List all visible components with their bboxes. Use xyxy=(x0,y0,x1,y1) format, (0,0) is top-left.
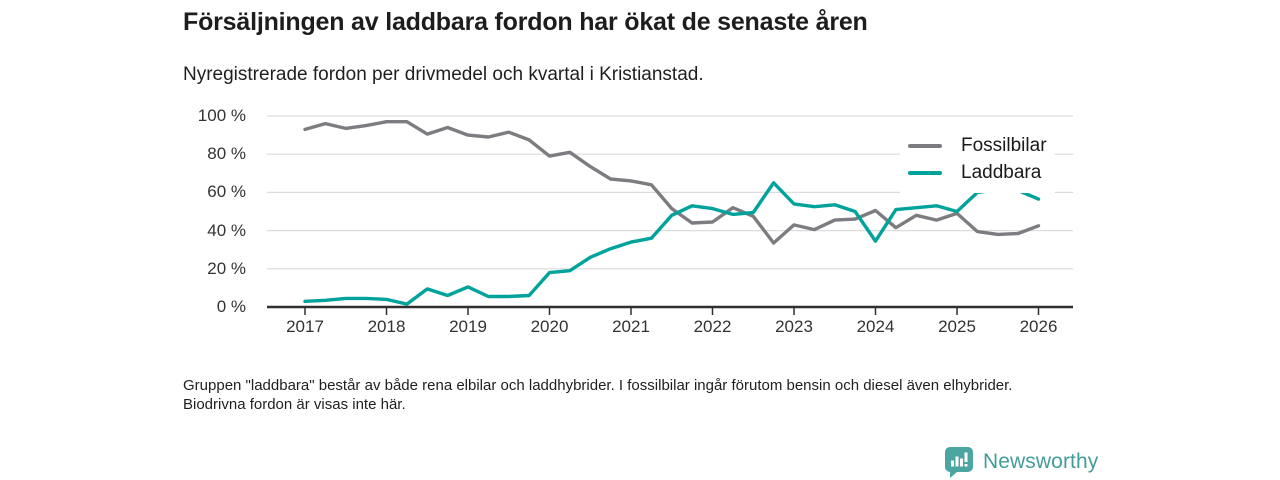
x-axis-tick-label: 2017 xyxy=(286,317,324,336)
x-axis-tick-label: 2021 xyxy=(612,317,650,336)
brand-logo: Newsworthy xyxy=(943,446,1098,478)
y-axis-tick-label: 40 % xyxy=(207,220,246,240)
legend-label: Laddbara xyxy=(961,161,1042,183)
bar-chart-pin-icon xyxy=(945,447,973,478)
series-line-fossilbilar xyxy=(303,120,1041,245)
x-axis-tick-label: 2018 xyxy=(367,317,406,336)
legend-label: Fossilbilar xyxy=(961,134,1047,156)
brand-name: Newsworthy xyxy=(983,450,1099,473)
chart-subtitle: Nyregistrerade fordon per drivmedel och … xyxy=(183,64,704,85)
y-axis-tick-label: 100 % xyxy=(197,106,246,125)
chart-legend: Fossilbilar Laddbara xyxy=(900,127,1055,193)
chart-footnote: Gruppen "laddbara" består av både rena e… xyxy=(183,377,1013,413)
line-chart: 0 % 20 % 40 % 60 % 80 % 100 % 2017 2018 2019 202… xyxy=(180,105,1080,350)
legend-item-fossilbilar: Fossilbilar xyxy=(908,132,1047,159)
legend-line-swatch xyxy=(908,143,942,148)
plot-canvas xyxy=(267,115,1073,315)
y-axis-tick-label: 80 % xyxy=(207,144,246,164)
x-axis-tick-label: 2026 xyxy=(1019,317,1058,336)
x-axis-tick-label: 2020 xyxy=(530,317,569,336)
x-axis-tick-label: 2024 xyxy=(856,317,895,336)
y-axis-tick-label: 0 % xyxy=(216,297,246,316)
x-axis-tick-label: 2022 xyxy=(693,317,732,336)
series-line-laddbara xyxy=(303,181,1041,306)
y-axis-tick-label: 20 % xyxy=(207,258,246,278)
y-axis-tick-label: 60 % xyxy=(207,182,246,202)
legend-line-swatch xyxy=(908,170,942,175)
x-axis-tick-label: 2023 xyxy=(775,317,813,336)
x-axis-tick-label: 2019 xyxy=(449,317,487,336)
x-axis-tick-label: 2025 xyxy=(938,317,976,336)
legend-item-laddbara: Laddbara xyxy=(908,159,1047,186)
page-title: Försäljningen av laddbara fordon har öka… xyxy=(183,8,868,36)
